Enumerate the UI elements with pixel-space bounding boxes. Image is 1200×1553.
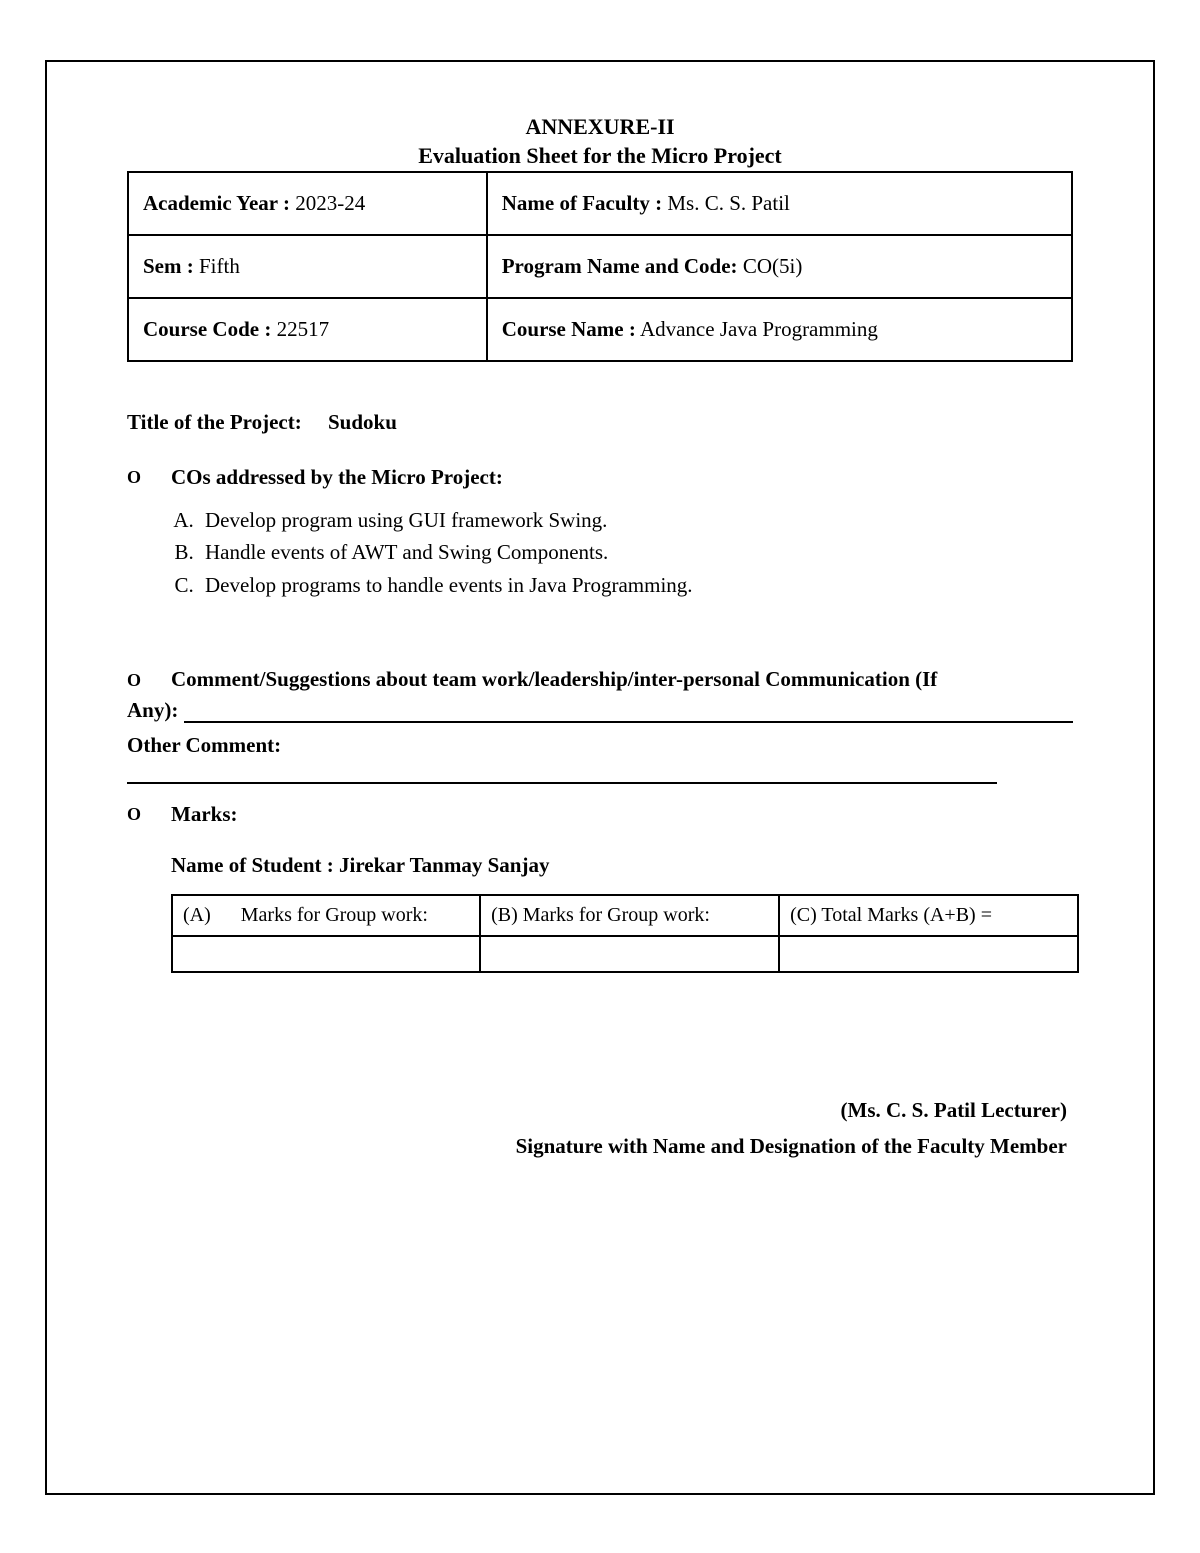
cell-academic-year: Academic Year : 2023-24 bbox=[128, 172, 487, 235]
page: ANNEXURE-II Evaluation Sheet for the Mic… bbox=[0, 0, 1200, 1553]
program-value: CO(5i) bbox=[738, 254, 803, 278]
other-comment-underline bbox=[127, 782, 997, 784]
info-table: Academic Year : 2023-24 Name of Faculty … bbox=[127, 171, 1073, 362]
cos-list: Develop program using GUI framework Swin… bbox=[171, 504, 1073, 602]
marks-col-b: (B) Marks for Group work: bbox=[480, 895, 779, 936]
faculty-value: Ms. C. S. Patil bbox=[662, 191, 790, 215]
student-label: Name of Student : bbox=[171, 853, 334, 877]
academic-year-label: Academic Year : bbox=[143, 191, 290, 215]
cell-sem: Sem : Fifth bbox=[128, 235, 487, 298]
course-name-value: Advance Java Programming bbox=[636, 317, 878, 341]
student-name-row: Name of Student : Jirekar Tanmay Sanjay bbox=[171, 853, 1073, 878]
course-code-label: Course Code : bbox=[143, 317, 271, 341]
signature-name: (Ms. C. S. Patil Lecturer) bbox=[127, 1093, 1067, 1129]
cos-item: Develop program using GUI framework Swin… bbox=[199, 504, 1073, 537]
sem-value: Fifth bbox=[194, 254, 240, 278]
document-frame: ANNEXURE-II Evaluation Sheet for the Mic… bbox=[45, 60, 1155, 1495]
bullet-icon: O bbox=[127, 802, 171, 826]
other-comment-label: Other Comment: bbox=[127, 733, 1073, 758]
marks-cell-c bbox=[779, 936, 1078, 972]
project-title-value: Sudoku bbox=[307, 410, 397, 434]
signature-block: (Ms. C. S. Patil Lecturer) Signature wit… bbox=[127, 1093, 1073, 1164]
course-code-value: 22517 bbox=[271, 317, 329, 341]
cell-course-name: Course Name : Advance Java Programming bbox=[487, 298, 1072, 361]
course-name-label: Course Name : bbox=[502, 317, 636, 341]
program-label: Program Name and Code: bbox=[502, 254, 738, 278]
cos-item: Handle events of AWT and Swing Component… bbox=[199, 536, 1073, 569]
any-label: Any): bbox=[127, 698, 178, 723]
marks-col-a: (A) Marks for Group work: bbox=[172, 895, 480, 936]
comment-heading-row: O Comment/Suggestions about team work/le… bbox=[127, 667, 1073, 692]
cos-item: Develop programs to handle events in Jav… bbox=[199, 569, 1073, 602]
cell-course-code: Course Code : 22517 bbox=[128, 298, 487, 361]
marks-cell-b bbox=[480, 936, 779, 972]
marks-block: O Marks: Name of Student : Jirekar Tanma… bbox=[127, 802, 1073, 973]
comment-block: O Comment/Suggestions about team work/le… bbox=[127, 667, 1073, 784]
sem-label: Sem : bbox=[143, 254, 194, 278]
comment-heading: Comment/Suggestions about team work/lead… bbox=[171, 667, 937, 692]
marks-cell-a bbox=[172, 936, 480, 972]
signature-line: Signature with Name and Designation of t… bbox=[127, 1129, 1067, 1165]
marks-heading-row: O Marks: bbox=[127, 802, 1073, 827]
bullet-icon: O bbox=[127, 465, 171, 489]
bullet-icon: O bbox=[127, 668, 171, 692]
annex-heading: ANNEXURE-II bbox=[127, 112, 1073, 143]
marks-col-c: (C) Total Marks (A+B) = bbox=[779, 895, 1078, 936]
project-title-row: Title of the Project: Sudoku bbox=[127, 410, 1073, 435]
marks-heading: Marks: bbox=[171, 802, 238, 827]
faculty-label: Name of Faculty : bbox=[502, 191, 662, 215]
comment-any-row: Any): bbox=[127, 698, 1073, 723]
academic-year-value: 2023-24 bbox=[290, 191, 365, 215]
cell-faculty: Name of Faculty : Ms. C. S. Patil bbox=[487, 172, 1072, 235]
project-title-label: Title of the Project: bbox=[127, 410, 302, 434]
cos-heading: COs addressed by the Micro Project: bbox=[171, 465, 503, 490]
comment-underline bbox=[184, 703, 1073, 723]
cos-heading-row: O COs addressed by the Micro Project: bbox=[127, 465, 1073, 490]
sheet-title: Evaluation Sheet for the Micro Project bbox=[127, 143, 1073, 169]
student-value: Jirekar Tanmay Sanjay bbox=[334, 853, 550, 877]
cell-program: Program Name and Code: CO(5i) bbox=[487, 235, 1072, 298]
marks-table: (A) Marks for Group work: (B) Marks for … bbox=[171, 894, 1079, 973]
